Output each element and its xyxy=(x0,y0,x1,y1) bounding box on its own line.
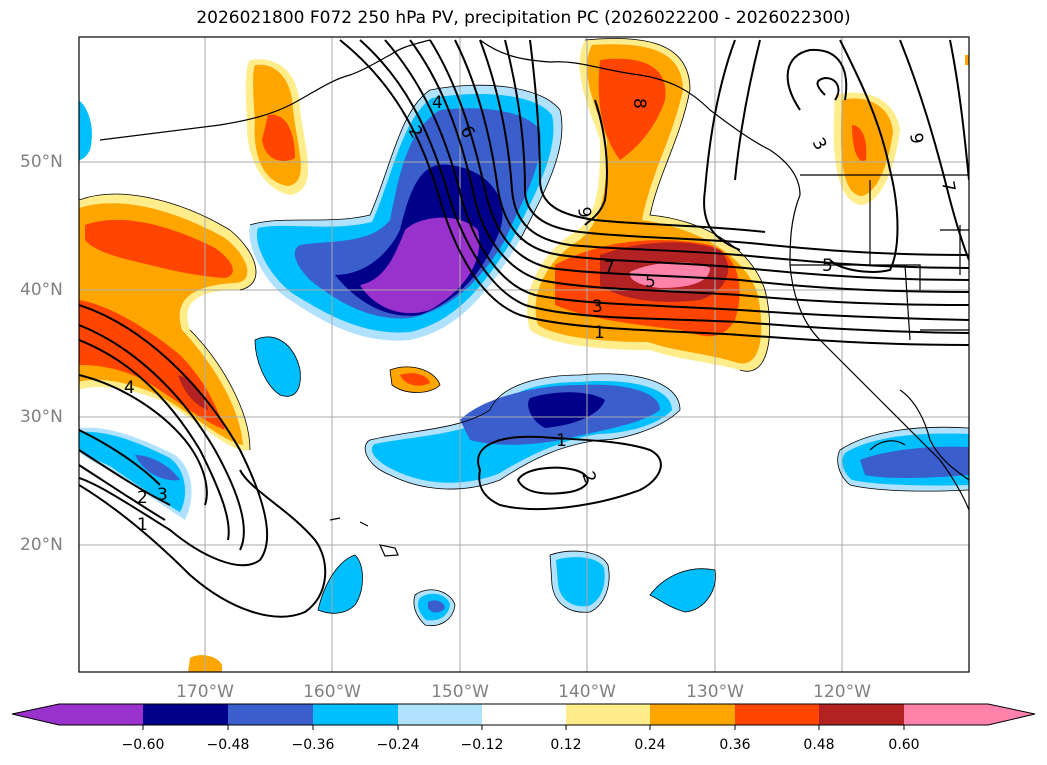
latitude-label: 50°N xyxy=(20,152,63,172)
precip-negative-region xyxy=(135,455,180,481)
contour-label: 3 xyxy=(157,485,168,505)
precip-negative-region xyxy=(650,568,716,612)
contour-label: 1 xyxy=(137,515,148,535)
longitude-label: 160°W xyxy=(303,682,361,702)
colorbar-segment xyxy=(735,704,819,725)
precip-negative-region xyxy=(860,446,969,479)
precip-negative-region xyxy=(428,600,445,613)
precip-positive-region xyxy=(598,58,666,161)
latitude-label: 30°N xyxy=(20,407,63,427)
colorbar-segment xyxy=(143,704,228,725)
precip-outline-layer xyxy=(79,38,969,627)
precip-negative-region xyxy=(556,557,605,607)
longitude-label: 130°W xyxy=(686,682,744,702)
precip-positive-region xyxy=(178,375,208,410)
colorbar-tick-label: −0.36 xyxy=(291,737,335,753)
precip-negative-region xyxy=(79,431,186,512)
colorbar-tick-label: 0.60 xyxy=(888,737,920,753)
colorbar-segment xyxy=(650,704,735,725)
contour-label: 1 xyxy=(594,323,605,343)
colorbar-segment xyxy=(313,704,398,725)
contour-label: 4 xyxy=(124,378,135,398)
contour-label: 7 xyxy=(937,179,959,193)
colorbar-segment xyxy=(398,704,482,725)
longitude-label: 170°W xyxy=(176,682,234,702)
precip-positive-region xyxy=(79,300,225,430)
contour-label: 9 xyxy=(905,131,927,145)
contour-label: 3 xyxy=(592,297,603,317)
precip-negative-region xyxy=(79,100,92,160)
colorbar-segment xyxy=(228,704,313,725)
longitude-label: 150°W xyxy=(431,682,489,702)
precip-positive-region xyxy=(629,262,710,288)
colorbar-tick-label: 0.48 xyxy=(803,737,835,753)
precip-positive-region xyxy=(965,55,969,65)
contour-label: 5 xyxy=(645,272,656,292)
contour-label: 2 xyxy=(137,488,148,508)
precip-negative-region xyxy=(528,392,605,428)
colorbar-segment xyxy=(904,704,1035,725)
contour-label: 4 xyxy=(432,93,443,113)
longitude-label: 120°W xyxy=(813,682,871,702)
map-frame xyxy=(78,36,970,673)
colorbar-tick-label: 0.36 xyxy=(719,737,751,753)
contour-label: 9 xyxy=(573,205,595,219)
precip-positive-region xyxy=(85,219,233,278)
contour-label: 8 xyxy=(629,98,649,109)
colorbar-tick-label: −0.60 xyxy=(121,737,165,753)
contour-label: 1 xyxy=(556,431,567,451)
precip-negative-region xyxy=(255,336,301,397)
colorbar-tick-label: −0.24 xyxy=(376,737,420,753)
pv-contour-layer xyxy=(79,39,969,618)
precip-positive-region xyxy=(840,98,893,196)
latitude-label: 20°N xyxy=(20,535,63,555)
colorbar-tick-label: −0.48 xyxy=(206,737,250,753)
colorbar-tick-label: 0.24 xyxy=(634,737,666,753)
longitude-label: 140°W xyxy=(558,682,616,702)
precip-positive-region xyxy=(400,373,430,386)
contour-label: 7 xyxy=(604,258,615,278)
precip-positive-region xyxy=(852,125,867,161)
contour-label: 5 xyxy=(822,256,833,276)
colorbar-tick-label: 0.12 xyxy=(550,737,582,753)
colorbar-segment xyxy=(566,704,650,725)
precip-positive-region xyxy=(262,114,295,161)
colorbar-segment xyxy=(12,704,143,725)
precip-negative-region xyxy=(360,217,480,314)
colorbar xyxy=(11,703,1036,730)
coastline-layer xyxy=(99,39,969,557)
latitude-label: 40°N xyxy=(20,280,63,300)
colorbar-segment xyxy=(819,704,904,725)
map-title: 2026021800 F072 250 hPa PV, precipitatio… xyxy=(196,8,851,28)
precip-negative-region xyxy=(318,555,363,614)
colorbar-tick-label: −0.12 xyxy=(460,737,504,753)
colorbar-segment xyxy=(482,704,566,725)
precipitation-fill-layer xyxy=(79,38,969,672)
